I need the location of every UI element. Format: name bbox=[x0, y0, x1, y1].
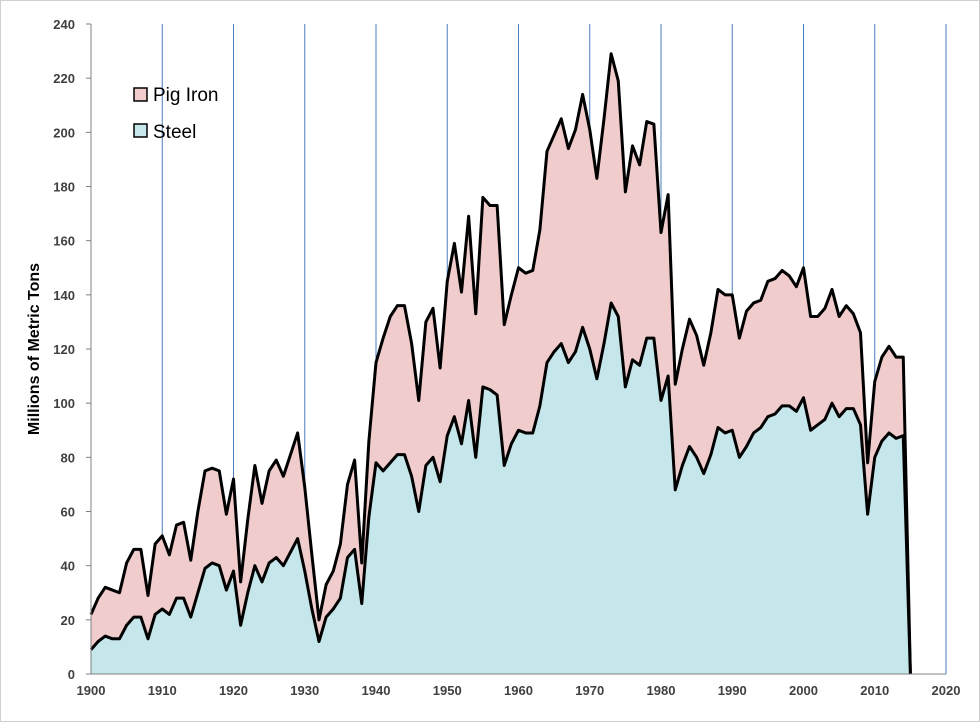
y-tick-label-160: 160 bbox=[53, 234, 75, 249]
area-steel bbox=[91, 302, 911, 674]
x-tick-label-1930: 1930 bbox=[290, 683, 319, 698]
y-tick-label-200: 200 bbox=[53, 125, 75, 140]
legend: Pig Iron Steel bbox=[133, 85, 218, 143]
legend-swatch-steel bbox=[133, 123, 148, 138]
y-tick-label-80: 80 bbox=[61, 450, 75, 465]
y-tick-label-240: 240 bbox=[53, 17, 75, 32]
x-tick-label-1950: 1950 bbox=[433, 683, 462, 698]
x-tick-label-1900: 1900 bbox=[77, 683, 106, 698]
y-tick-label-220: 220 bbox=[53, 71, 75, 86]
legend-label-steel: Steel bbox=[153, 122, 196, 143]
series-areas bbox=[89, 52, 912, 675]
y-tick-label-120: 120 bbox=[53, 342, 75, 357]
y-tick-label-140: 140 bbox=[53, 288, 75, 303]
x-tick-label-1970: 1970 bbox=[575, 683, 604, 698]
x-tick-label-1910: 1910 bbox=[148, 683, 177, 698]
x-tick-label-2020: 2020 bbox=[932, 683, 961, 698]
line-steel bbox=[89, 301, 912, 675]
x-tick-label-1940: 1940 bbox=[362, 683, 391, 698]
y-tick-label-40: 40 bbox=[61, 559, 75, 574]
x-tick-label-1980: 1980 bbox=[647, 683, 676, 698]
axes bbox=[86, 23, 946, 675]
y-axis-label: Millions of Metric Tons bbox=[26, 263, 43, 435]
x-tick-labels: 1900 1910 1920 1930 1940 1950 1960 1970 1980 1990… bbox=[77, 683, 961, 698]
x-tick-label-2010: 2010 bbox=[860, 683, 889, 698]
y-tick-label-0: 0 bbox=[68, 667, 75, 682]
x-tick-label-1960: 1960 bbox=[504, 683, 533, 698]
y-tick-labels: 0 20 40 60 80 100 120 140 160 180 200 220 240 bbox=[53, 17, 75, 682]
y-tick-label-20: 20 bbox=[61, 613, 75, 628]
x-tick-label-1990: 1990 bbox=[718, 683, 747, 698]
legend-label-pig-iron: Pig Iron bbox=[153, 85, 218, 106]
y-tick-label-100: 100 bbox=[53, 396, 75, 411]
legend-swatch-pig-iron bbox=[133, 87, 148, 102]
y-tick-label-60: 60 bbox=[61, 505, 75, 520]
y-tick-label-180: 180 bbox=[53, 180, 75, 195]
x-tick-label-2000: 2000 bbox=[789, 683, 818, 698]
line-pig-iron bbox=[89, 52, 912, 675]
x-tick-label-1920: 1920 bbox=[219, 683, 248, 698]
